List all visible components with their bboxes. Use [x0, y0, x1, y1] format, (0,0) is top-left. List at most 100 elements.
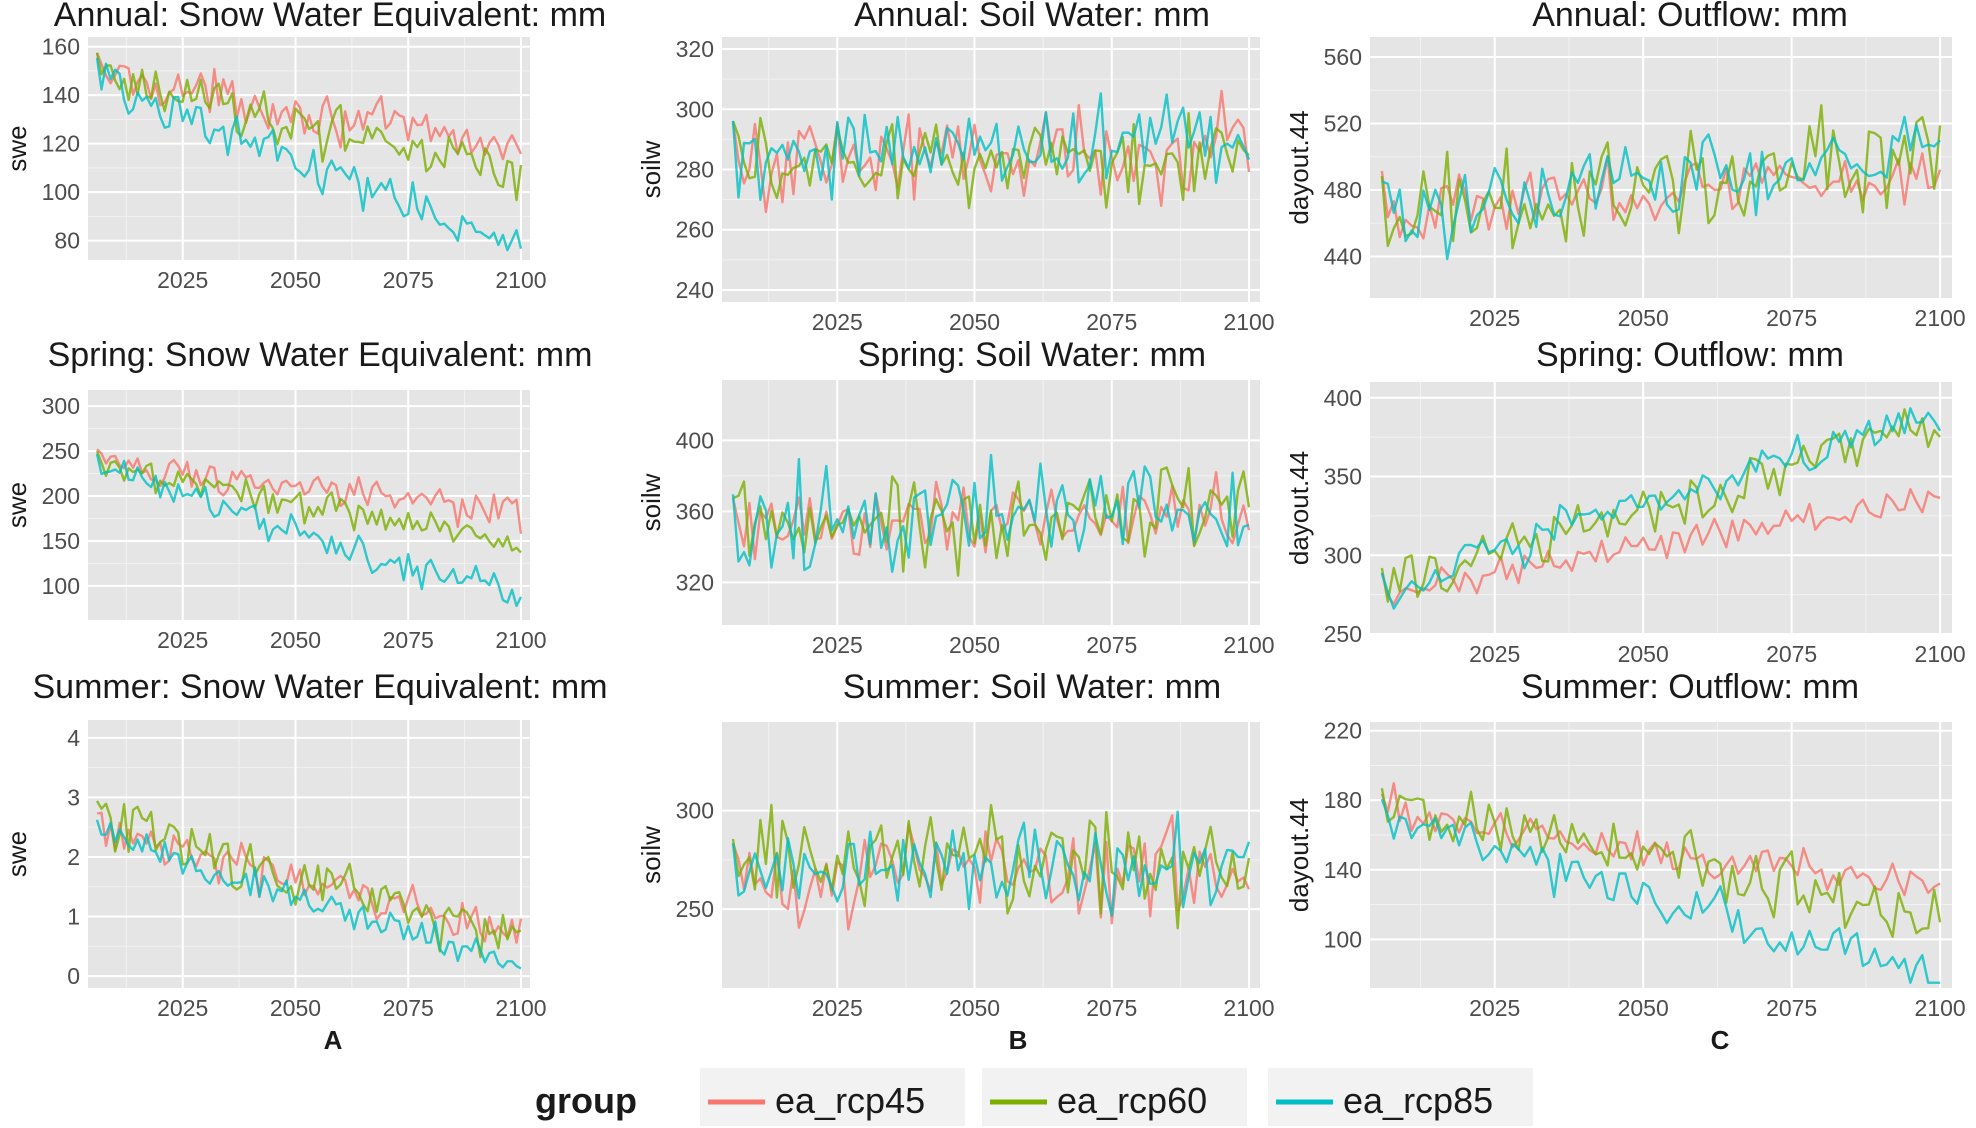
series-line-ea_rcp85 — [95, 57, 523, 252]
x-tick-label: 2100 — [1915, 641, 1966, 667]
column-label-a: A — [324, 1025, 343, 1055]
x-tick-label: 2075 — [1766, 995, 1817, 1021]
x-tick-label: 2075 — [1086, 632, 1137, 658]
y-tick-label: 280 — [676, 157, 714, 183]
y-axis-label: soilw — [636, 826, 666, 884]
y-tick-label: 140 — [1324, 857, 1362, 883]
y-tick-label: 480 — [1324, 177, 1362, 203]
series-line-ea_rcp60 — [732, 466, 1251, 577]
series-line-ea_rcp85 — [731, 92, 1251, 202]
y-tick-label: 100 — [42, 179, 80, 205]
x-tick-label: 2075 — [383, 627, 434, 653]
y-tick-label: 300 — [42, 393, 80, 419]
y-axis-label: dayout.44 — [1284, 798, 1314, 912]
x-tick-label: 2050 — [949, 309, 1000, 335]
y-tick-label: 320 — [676, 569, 714, 595]
series-line-ea_rcp60 — [95, 800, 522, 959]
series-line-ea_rcp45 — [96, 448, 523, 534]
x-tick-label: 2025 — [812, 309, 863, 335]
x-tick-label: 2075 — [1766, 641, 1817, 667]
series-line-ea_rcp45 — [1380, 488, 1941, 606]
y-tick-label: 120 — [42, 131, 80, 157]
series-line-ea_rcp60 — [95, 52, 523, 202]
y-tick-label: 100 — [1324, 926, 1362, 952]
y-axis-label: soilw — [636, 140, 666, 198]
series-line-ea_rcp60 — [1380, 408, 1942, 603]
y-axis-label: soilw — [636, 473, 666, 531]
x-tick-label: 2100 — [1223, 632, 1274, 658]
series-line-ea_rcp45 — [1380, 782, 1941, 897]
panel-3: 2025 2050 2075 2100 440 480 520 560 Annual: Outf… — [1284, 0, 1966, 331]
x-tick-label: 2025 — [812, 632, 863, 658]
series-line-ea_rcp85 — [1380, 407, 1942, 610]
y-axis-label: swe — [2, 831, 32, 877]
y-tick-label: 360 — [676, 498, 714, 524]
panel-title: Spring: Snow Water Equivalent: mm — [48, 336, 593, 374]
x-tick-label: 2050 — [270, 995, 321, 1021]
x-tick-label: 2075 — [383, 267, 434, 293]
y-tick-label: 200 — [42, 483, 80, 509]
y-tick-label: 350 — [1324, 464, 1362, 490]
legend-label-rcp45: ea_rcp45 — [775, 1080, 925, 1121]
x-tick-label: 2075 — [1766, 305, 1817, 331]
x-tick-label: 2075 — [383, 995, 434, 1021]
y-tick-label: 80 — [54, 228, 80, 254]
y-axis-label: dayout.44 — [1284, 451, 1314, 565]
series-line-ea_rcp60 — [731, 803, 1251, 930]
panel-title: Summer: Outflow: mm — [1521, 668, 1859, 706]
x-tick-label: 2050 — [949, 995, 1000, 1021]
x-tick-label: 2050 — [1618, 305, 1669, 331]
x-tick-label: 2100 — [495, 627, 546, 653]
x-tick-label: 2050 — [949, 632, 1000, 658]
y-tick-label: 160 — [42, 34, 80, 60]
x-tick-label: 2025 — [157, 627, 208, 653]
x-tick-label: 2025 — [1469, 305, 1520, 331]
panel-5: 2025 2050 2075 2100 320 360 400 Spring: Soil Wa… — [636, 336, 1275, 658]
legend-key-rcp45-bg — [700, 1068, 965, 1126]
y-tick-label: 320 — [676, 36, 714, 62]
y-tick-label: 180 — [1324, 787, 1362, 813]
x-tick-label: 2050 — [270, 627, 321, 653]
y-tick-label: 300 — [676, 798, 714, 824]
y-tick-label: 4 — [67, 725, 80, 751]
legend-title: group — [535, 1080, 637, 1121]
column-label-b: B — [1009, 1025, 1028, 1055]
x-tick-label: 2025 — [1469, 641, 1520, 667]
x-tick-label: 2025 — [1469, 995, 1520, 1021]
y-tick-label: 300 — [676, 96, 714, 122]
y-tick-label: 560 — [1324, 44, 1362, 70]
x-tick-label: 2075 — [1086, 995, 1137, 1021]
panel-8: 2025 2050 2075 2100 250 300 Summer: Soil Water… — [636, 668, 1275, 1021]
panel-6: 2025 2050 2075 2100 250 300 350 400 Spring: Outf… — [1284, 336, 1966, 667]
panel-7: 2025 2050 2075 2100 0 1 2 3 4 Summer: Snow Water … — [2, 668, 608, 1021]
x-tick-label: 2025 — [157, 267, 208, 293]
series-line-ea_rcp85 — [1380, 798, 1941, 984]
panel-2: 2025 2050 2075 2100 240 260 280 300 320 Annual: S… — [636, 0, 1275, 335]
x-tick-label: 2050 — [1618, 995, 1669, 1021]
y-tick-label: 250 — [42, 438, 80, 464]
series-line-ea_rcp60 — [1380, 104, 1942, 250]
y-axis-label: swe — [2, 482, 32, 528]
panel-4: 2025 2050 2075 2100 100 150 200 250 300 Spring: S… — [2, 336, 592, 653]
legend-key-rcp85-bg — [1268, 1068, 1533, 1126]
x-tick-label: 2100 — [1223, 309, 1274, 335]
legend-label-rcp85: ea_rcp85 — [1343, 1080, 1493, 1121]
plot-background — [1370, 722, 1952, 988]
panel-title: Summer: Snow Water Equivalent: mm — [32, 668, 607, 706]
x-tick-label: 2100 — [1915, 995, 1966, 1021]
y-axis-label: swe — [2, 125, 32, 171]
y-tick-label: 0 — [67, 963, 80, 989]
panel-title: Annual: Outflow: mm — [1532, 0, 1848, 34]
panel-9: 2025 2050 2075 2100 100 140 180 220 Summer: Outf… — [1284, 668, 1966, 1021]
series-line-ea_rcp85 — [95, 453, 523, 608]
legend-key-rcp60-bg — [982, 1068, 1247, 1126]
y-tick-label: 520 — [1324, 110, 1362, 136]
panel-title: Annual: Soil Water: mm — [854, 0, 1210, 34]
x-tick-label: 2100 — [495, 267, 546, 293]
y-tick-label: 440 — [1324, 243, 1362, 269]
y-tick-label: 3 — [67, 784, 80, 810]
y-tick-label: 2 — [67, 844, 80, 870]
y-tick-label: 140 — [42, 82, 80, 108]
y-tick-label: 260 — [676, 217, 714, 243]
